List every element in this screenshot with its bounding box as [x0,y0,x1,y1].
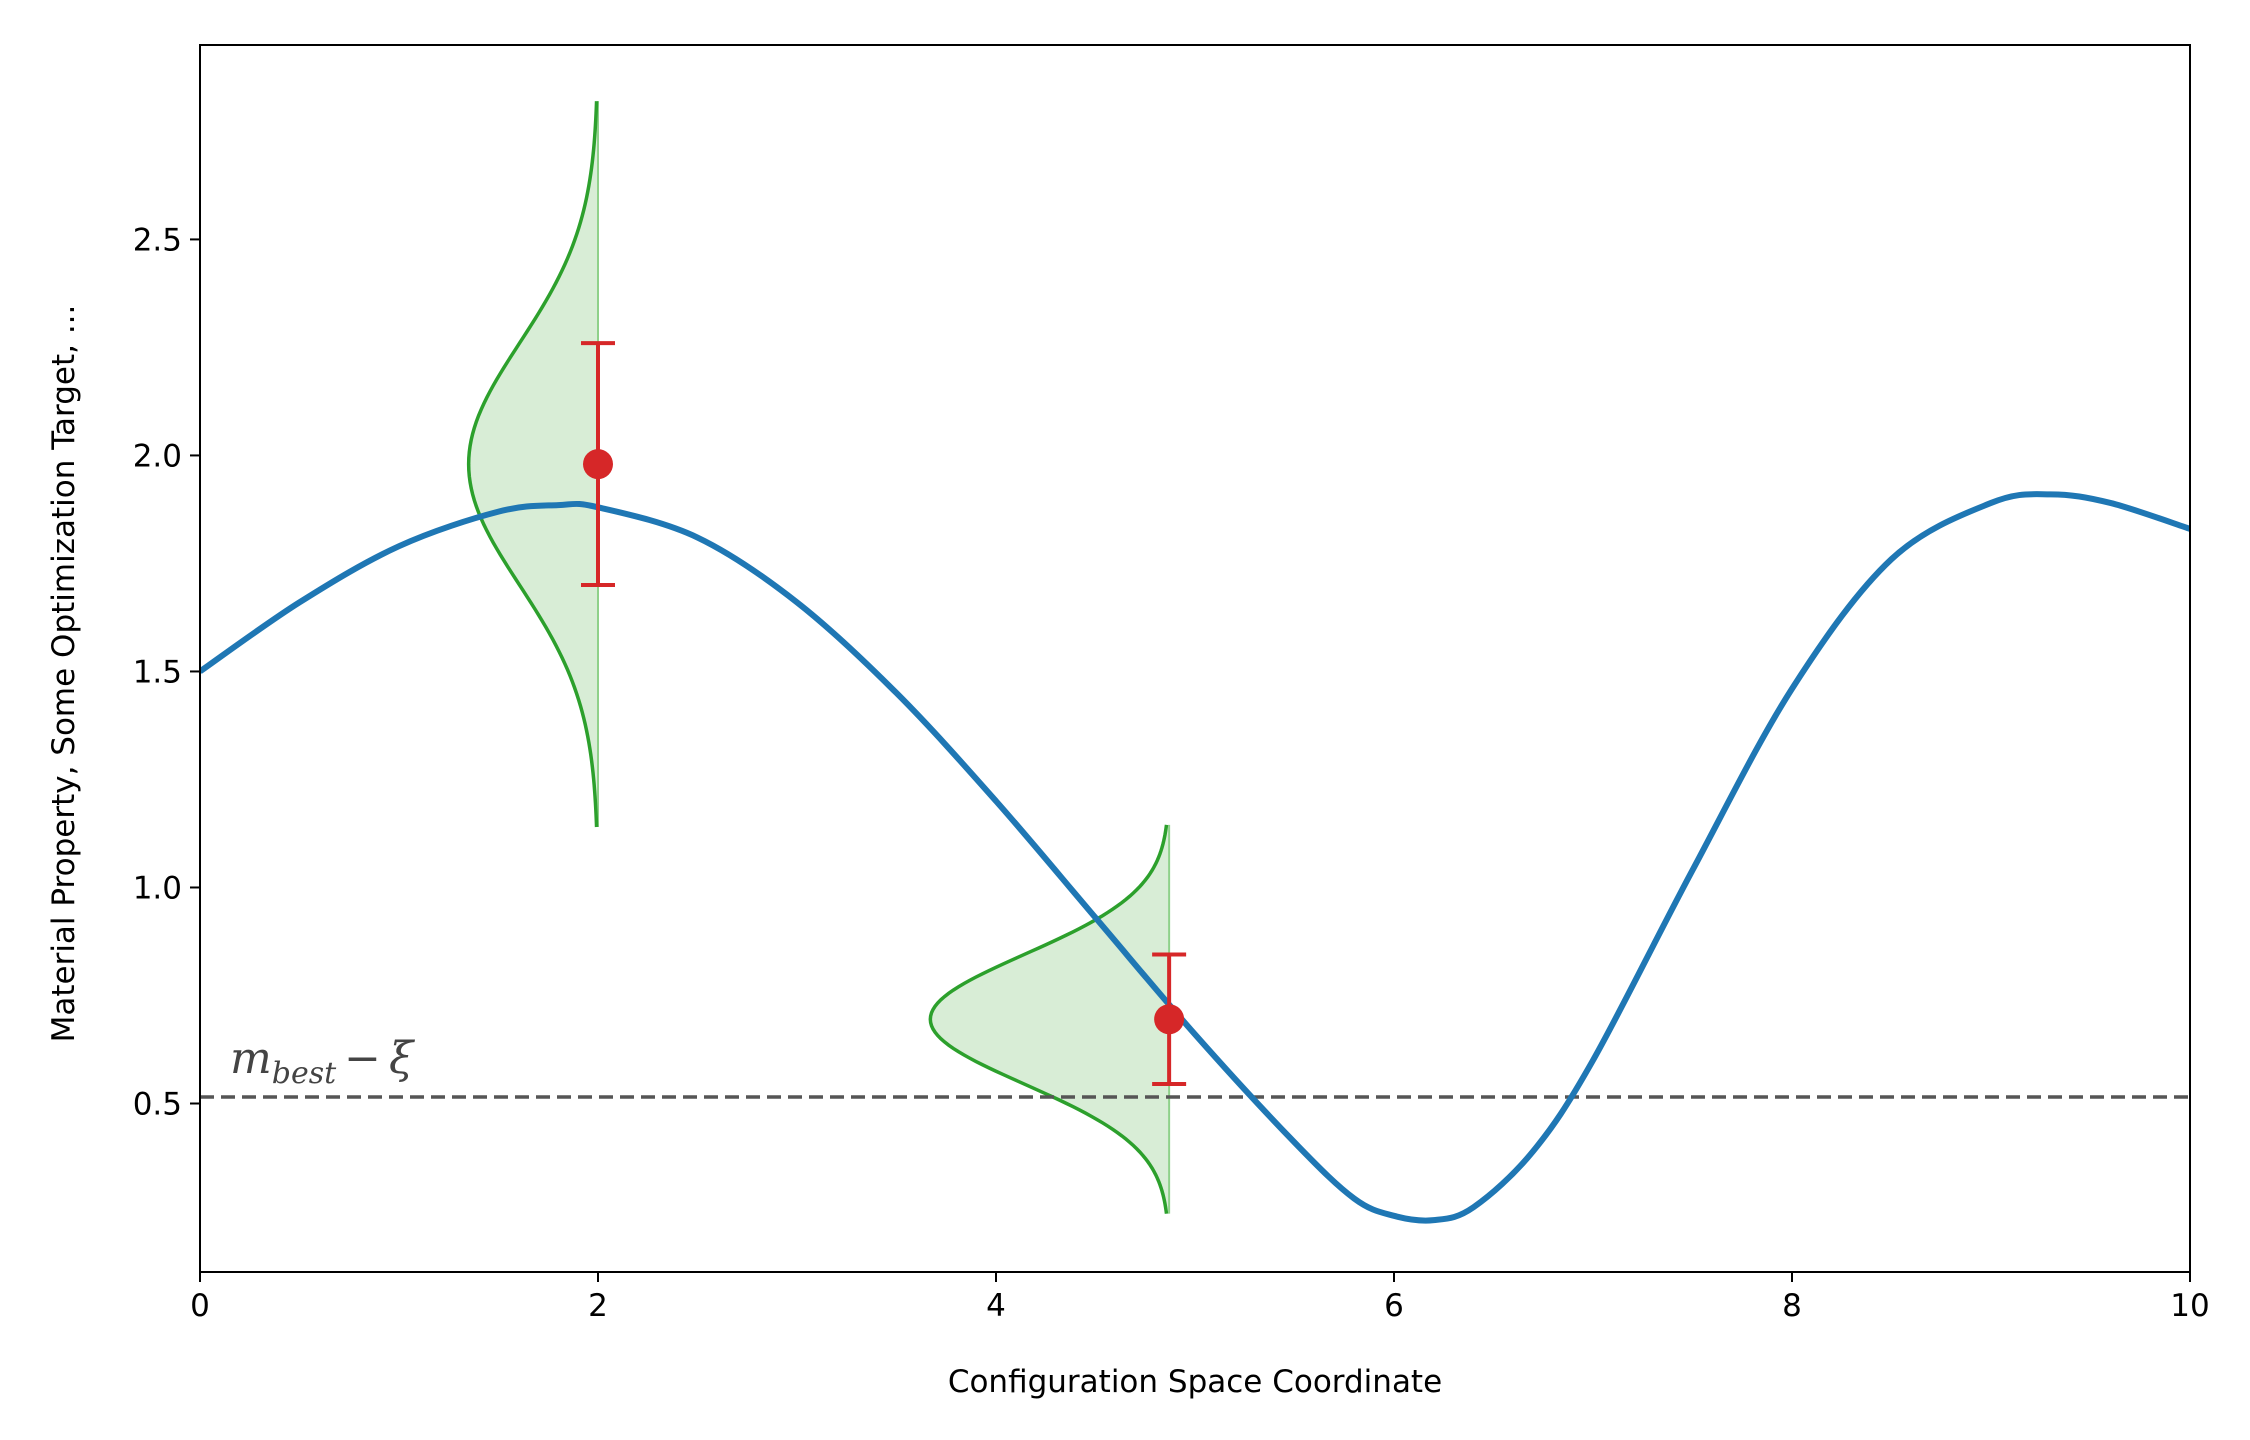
tick-layer: 0 2 4 6 8 10 0.5 1.0 1.5 2.0 2.5 [133,222,2210,1324]
observation-distribution-curve-2 [928,824,1169,1214]
observation-distribution-fill-1 [468,101,598,828]
x-tick-label-1: 0 [190,1288,210,1324]
threshold-label-greek: ξ [389,1033,416,1084]
y-tick-label-5: 2.5 [133,222,182,258]
plot-area [200,101,2190,1224]
observation-distribution-fill-2 [930,824,1170,1214]
observation-point-1 [583,449,613,480]
x-axis-label: Configuration Space Coordinate [948,1364,1442,1400]
y-axis-label: Material Property, Some Optimization Tar… [46,305,82,1043]
threshold-label: mbest − ξ [230,1033,416,1091]
threshold-label-sub: best [272,1056,337,1091]
y-tick-label-1: 0.5 [133,1087,182,1123]
y-tick-label-3: 1.5 [133,654,182,690]
threshold-label-op: − [344,1033,381,1084]
series-line-1 [200,491,2190,1224]
observation-point-2 [1154,1004,1185,1035]
y-tick-label-4: 2.0 [133,438,182,474]
observation-distribution-curve-1 [466,101,599,828]
axes-frame [199,44,2191,1273]
plot-clip-group [200,101,2190,1224]
x-tick-label-3: 4 [986,1288,1006,1324]
x-tick-label-4: 6 [1384,1288,1404,1324]
threshold-label-main: m [230,1033,272,1084]
x-tick-label-6: 10 [2170,1288,2209,1324]
y-tick-label-2: 1.0 [133,870,182,906]
x-tick-label-2: 2 [588,1288,608,1324]
x-tick-label-5: 8 [1782,1288,1802,1324]
